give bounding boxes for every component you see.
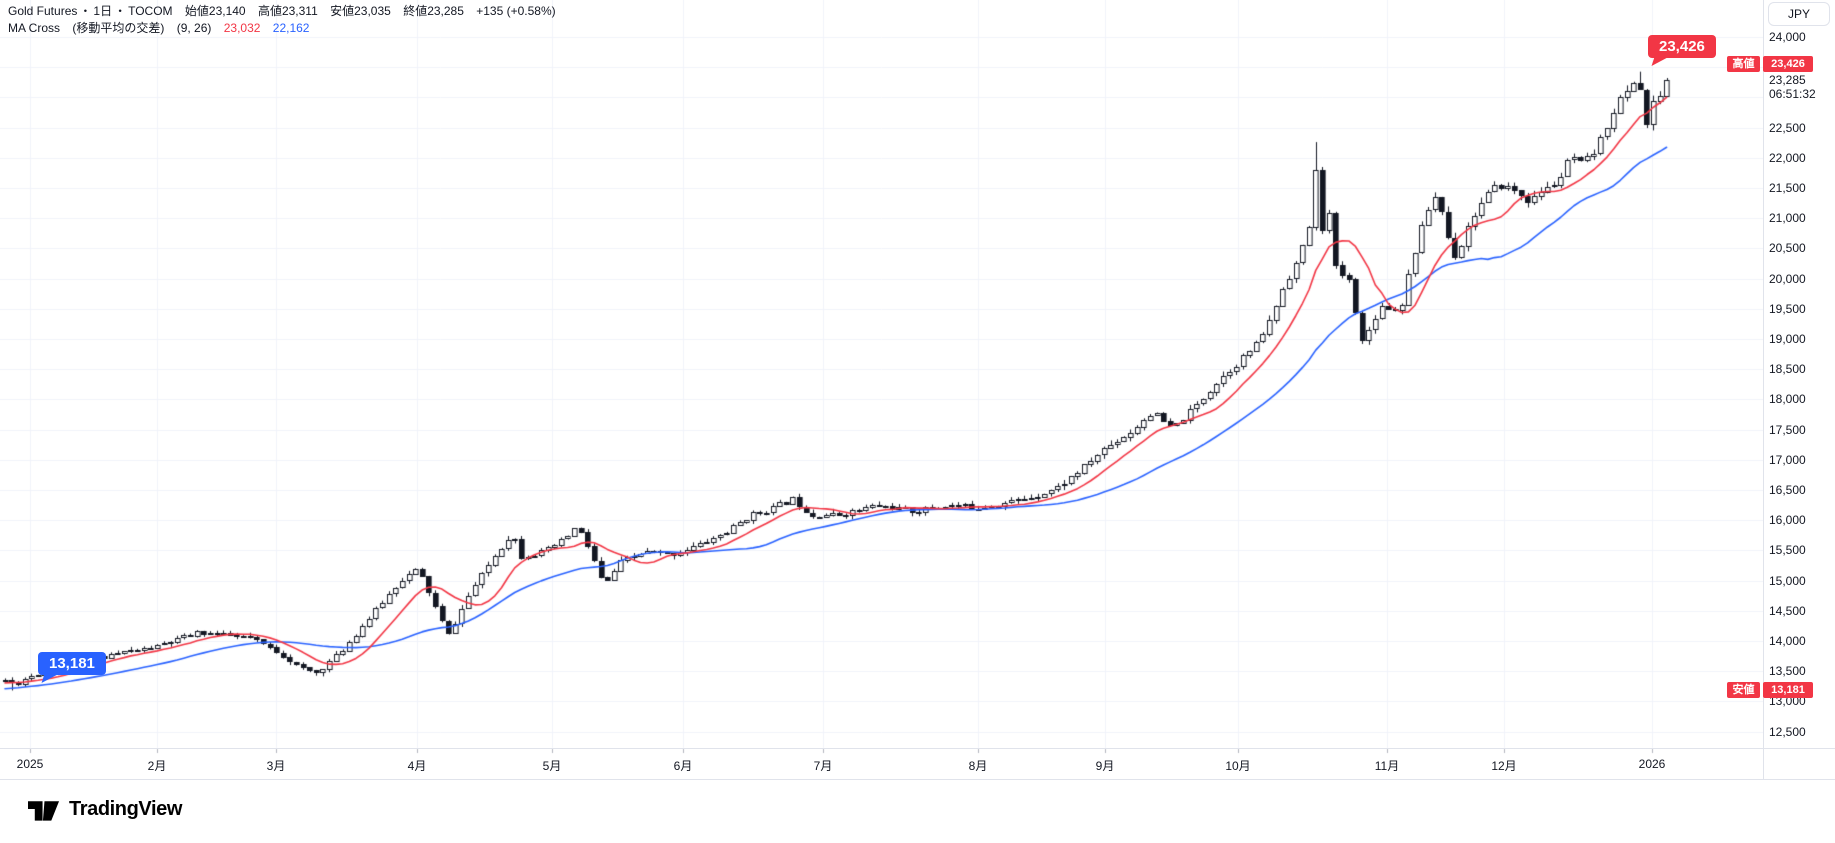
separator-dot: ・ [114, 4, 127, 18]
price-tick-label: 19,500 [1769, 301, 1806, 316]
indicator-name-ja: (移動平均の交差) [72, 21, 165, 35]
tradingview-logo-mark [28, 801, 60, 821]
price-tick-label: 19,000 [1769, 332, 1806, 346]
ohlc-change: +135 (+0.58%) [476, 4, 556, 18]
indicator-legend-row[interactable]: MA Cross (移動平均の交差) (9, 26) 23,032 22,162 [8, 20, 556, 37]
time-axis-label: 2月 [147, 759, 167, 773]
low-callout-note[interactable]: 13,181 [38, 652, 106, 675]
high-price-axis-marker: 高値 23,426 [0, 56, 1835, 72]
price-tick-label: 22,500 [1769, 120, 1806, 135]
high-marker-value: 23,426 [1763, 56, 1813, 72]
price-tick-label: 22,000 [1769, 150, 1806, 165]
time-axis-border [0, 748, 1835, 749]
ohlc-open: 始値23,140 [184, 4, 246, 18]
bar-countdown-timer: 06:51:32 [1769, 87, 1816, 102]
separator-dot: ・ [79, 4, 92, 18]
price-tick-label: 21,000 [1769, 211, 1806, 226]
price-tick-label: 14,000 [1769, 634, 1806, 648]
last-price-label: 23,285 06:51:32 [1769, 73, 1816, 101]
price-tick-label: 20,000 [1769, 271, 1806, 286]
price-axis-border [1763, 0, 1764, 780]
price-tick-label: 20,500 [1769, 241, 1806, 256]
last-price-value: 23,285 [1769, 73, 1806, 88]
ohlc-low: 安値23,035 [330, 4, 391, 18]
symbol-legend-row[interactable]: Gold Futures ・ 1日・ TOCOM 始値23,140 高値23,311 … [8, 3, 556, 20]
ohlc-high: 高値23,311 [257, 4, 318, 18]
price-tick-label: 16,500 [1769, 483, 1806, 497]
ma-slow-value: 22,162 [272, 21, 310, 35]
price-tick-label: 15,500 [1769, 543, 1806, 558]
tradingview-logo-text: TradingView [69, 798, 183, 820]
time-axis[interactable]: 2025 2月 3月 4月 5月 6月 7月 8月 9月 10月 11月 12月 2026 [0, 748, 1835, 780]
time-axis-label: 2025 [16, 757, 44, 771]
price-chart-canvas[interactable] [0, 0, 1763, 754]
time-axis-label: 2026 [1638, 757, 1666, 771]
price-tick-label: 17,000 [1769, 452, 1806, 467]
indicator-params: (9, 26) [176, 21, 212, 35]
price-tick-label: 14,500 [1769, 603, 1806, 618]
price-tick-label: 18,500 [1769, 362, 1806, 377]
time-axis-label: 12月 [1491, 759, 1517, 773]
high-callout-note[interactable]: 23,426 [1648, 35, 1716, 58]
chart-bottom-border [0, 779, 1835, 780]
time-axis-label: 3月 [266, 759, 286, 773]
price-tick-label: 24,000 [1769, 30, 1806, 44]
time-axis-label: 9月 [1095, 759, 1115, 773]
price-axis[interactable]: 24,000 22,500 22,000 21,500 21,000 20,500 20,0… [1764, 0, 1835, 780]
price-tick-label: 21,500 [1769, 181, 1806, 195]
currency-button[interactable]: JPY [1768, 2, 1830, 26]
symbol-exchange: TOCOM [128, 4, 173, 18]
symbol-interval: 1日 [93, 4, 113, 18]
price-tick-label: 18,000 [1769, 392, 1806, 407]
chart-legend: Gold Futures ・ 1日・ TOCOM 始値23,140 高値23,311 … [8, 3, 556, 37]
price-tick-label: 15,000 [1769, 573, 1806, 588]
tradingview-logo[interactable]: TradingView [28, 795, 182, 824]
symbol-name: Gold Futures [8, 4, 78, 18]
indicator-name: MA Cross [8, 21, 61, 35]
price-tick-label: 17,500 [1769, 422, 1806, 437]
ma-fast-value: 23,032 [223, 21, 261, 35]
time-axis-label: 11月 [1374, 759, 1400, 773]
low-price-axis-marker: 安値 13,181 [0, 682, 1835, 699]
high-marker-label: 高値 [1727, 56, 1760, 72]
price-tick-label: 16,000 [1769, 513, 1806, 528]
time-axis-label: 5月 [542, 759, 562, 773]
time-axis-label: 10月 [1225, 759, 1251, 773]
time-axis-label: 7月 [813, 759, 833, 773]
low-marker-value: 13,181 [1763, 682, 1813, 699]
time-axis-label: 4月 [407, 759, 427, 773]
low-marker-label: 安値 [1727, 682, 1760, 699]
time-axis-label: 8月 [968, 759, 988, 773]
price-tick-label: 12,500 [1769, 724, 1806, 739]
time-axis-label: 6月 [673, 759, 693, 773]
price-tick-label: 13,500 [1769, 664, 1806, 679]
ohlc-close: 終値23,285 [403, 4, 464, 18]
